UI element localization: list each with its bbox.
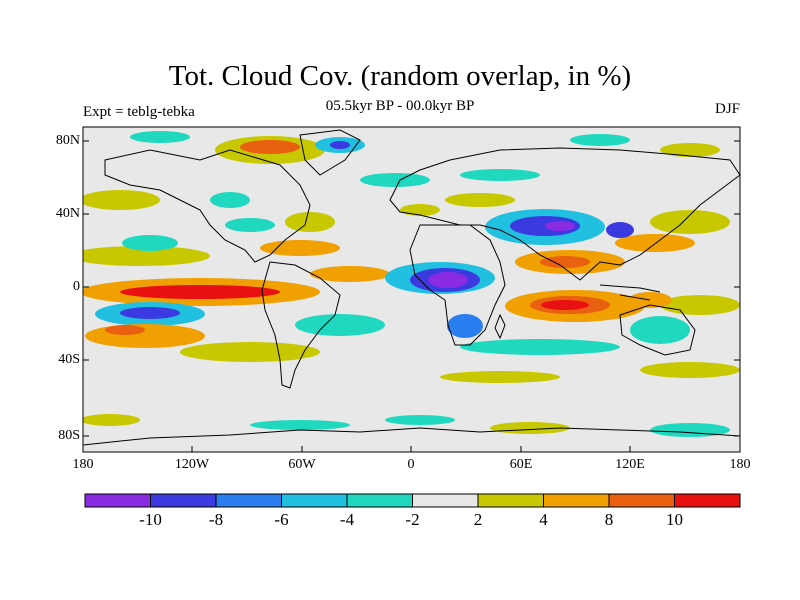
- y-tick-marks: [83, 140, 740, 437]
- colorbar-swatch: [150, 493, 217, 508]
- colorbar: [84, 493, 741, 508]
- colorbar-swatch: [608, 493, 675, 508]
- x-tick-label: 120W: [174, 457, 210, 472]
- experiment-label: Expt = teblg-tebka: [83, 104, 195, 120]
- colorbar-label: -8: [208, 510, 224, 529]
- season-label: DJF: [714, 101, 740, 117]
- x-tick-label: 60W: [288, 457, 316, 472]
- colorbar-swatch: [346, 493, 413, 508]
- colorbar-swatch: [477, 493, 544, 508]
- y-tick-label: 40N: [55, 206, 80, 221]
- x-tick-label: 60E: [509, 457, 533, 472]
- x-tick-label: 180: [729, 457, 751, 472]
- y-tick-label: 0: [73, 279, 80, 294]
- colorbar-label: -4: [339, 510, 355, 529]
- y-tick-label: 80N: [55, 133, 80, 148]
- x-tick-label: 0: [407, 457, 415, 472]
- coastlines: [83, 129, 740, 446]
- colorbar-label: 4: [539, 510, 548, 529]
- cloud-anomaly-field: [83, 131, 740, 437]
- y-tick-label: 80S: [58, 428, 80, 443]
- colorbar-label: 10: [666, 510, 683, 529]
- x-tick-label: 120E: [615, 457, 645, 472]
- colorbar-label: -2: [405, 510, 420, 529]
- colorbar-label: 2: [473, 510, 483, 529]
- x-tick-marks: [82, 446, 741, 452]
- colorbar-label: -6: [274, 510, 289, 529]
- colorbar-label: -10: [139, 510, 162, 529]
- colorbar-swatch: [84, 493, 151, 508]
- x-tick-label: 180: [72, 457, 94, 472]
- map-title: Tot. Cloud Cov. (random overlap, in %): [168, 60, 632, 92]
- colorbar-swatch: [543, 493, 610, 508]
- colorbar-swatch: [412, 493, 479, 508]
- colorbar-swatch: [281, 493, 348, 508]
- map-subtitle: 05.5kyr BP - 00.0kyr BP: [325, 98, 475, 114]
- colorbar-label: 8: [604, 510, 614, 529]
- colorbar-swatch: [674, 493, 741, 508]
- colorbar-swatch: [215, 493, 282, 508]
- y-tick-label: 40S: [58, 352, 80, 367]
